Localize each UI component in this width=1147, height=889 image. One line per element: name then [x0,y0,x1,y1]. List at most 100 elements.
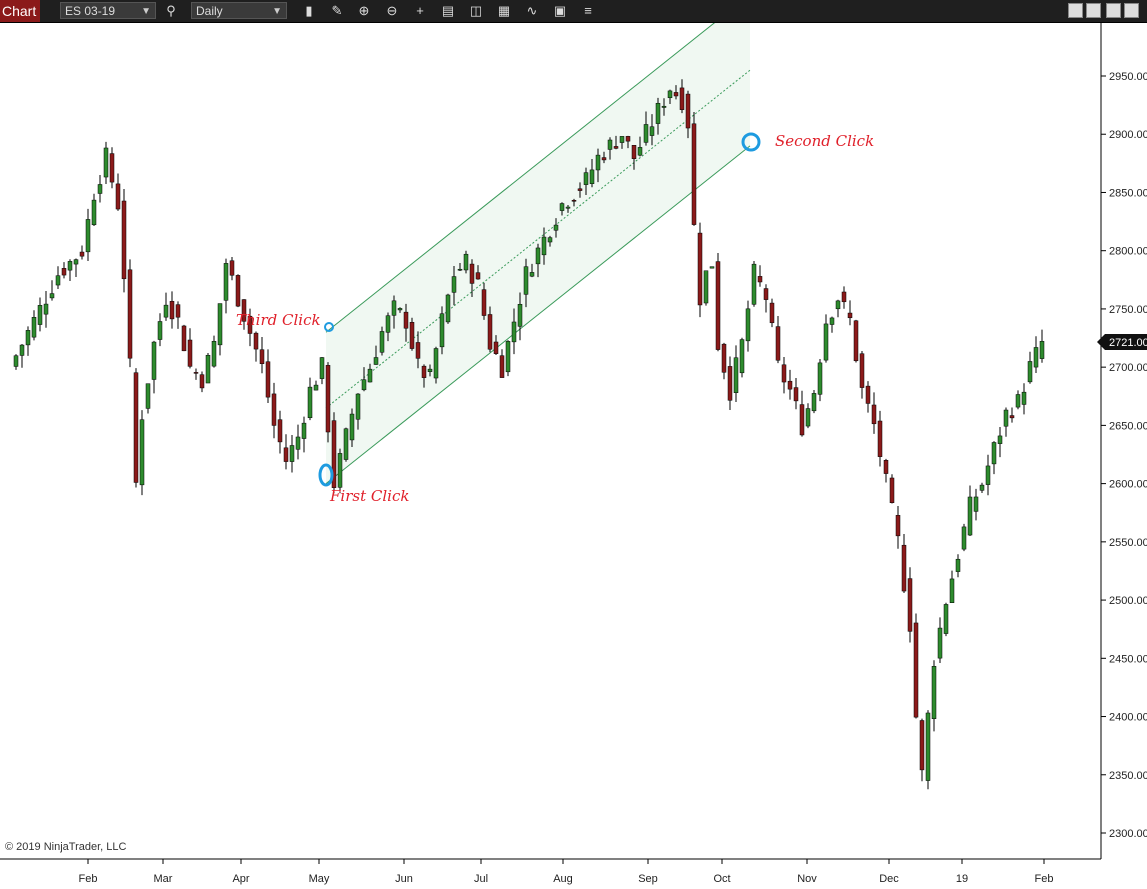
candle-body [217,303,223,346]
candle-body [313,384,319,391]
candle-body [961,526,967,550]
candle-body [25,330,31,346]
candle-body [73,259,79,265]
price-tick-label: 2550.00 [1109,537,1147,549]
candle-body [175,304,181,318]
candle-body [511,321,517,343]
candle-body [649,126,655,136]
candle-body [319,357,325,379]
candle-body [865,385,871,404]
candle-body [769,302,775,324]
chart-trader-icon[interactable]: ▣ [553,3,567,18]
interval-value: Daily [196,4,223,18]
strategies-icon[interactable]: ▦ [497,3,511,18]
draw-pencil-icon[interactable]: ✎ [331,3,343,18]
candle-body [979,484,985,491]
second-click-marker [741,132,761,152]
candle-body [247,315,253,334]
time-tick-label: Feb [1035,873,1054,885]
candle-body [469,263,475,284]
candle-body [451,276,457,293]
time-axis: Feb Mar Apr May Jun Jul Aug Sep Oct Nov Dec 19 Feb [79,859,1054,885]
candle-body [193,372,199,374]
window-button-2[interactable] [1086,3,1101,18]
candle-body [43,303,49,315]
candle-body [871,404,877,425]
candle-body [601,157,607,161]
candle-body [655,102,661,124]
search-icon[interactable]: ⚲ [166,3,176,18]
candle-body [205,354,211,384]
price-tick-label: 2700.00 [1109,362,1147,374]
candle-body [703,270,709,304]
candle-body [1021,391,1027,405]
candle-body [91,199,97,226]
candle-body [889,477,895,503]
maximize-button[interactable] [1124,3,1139,18]
properties-icon[interactable]: ▤ [441,3,455,18]
candle-body [535,247,541,265]
candle-body [235,275,241,307]
candle-body [463,253,469,271]
candle-body [781,364,787,383]
price-chart[interactable]: 2950.00 2900.00 2850.00 2800.00 2750.00 2700.… [0,23,1147,889]
candle-body [361,379,367,391]
time-tick-label: Apr [232,873,249,885]
candle-body [337,453,343,488]
minimize-button[interactable] [1106,3,1121,18]
price-axis: 2950.00 2900.00 2850.00 2800.00 2750.00 2700.… [1101,71,1147,840]
candle-body [493,341,499,354]
first-click-marker [318,463,334,487]
candle-body [991,442,997,465]
candle-body [295,436,301,450]
candle-body [229,260,235,276]
candle-body [619,136,625,143]
instrument-selector[interactable]: ES 03-19 ▼ [60,2,156,19]
window-button-1[interactable] [1068,3,1083,18]
time-tick-label: Dec [879,873,899,885]
time-tick-label: 19 [956,873,968,885]
candle-body [457,268,463,271]
candle-body [481,289,487,316]
zoom-in-icon[interactable]: ⊕ [358,3,370,18]
candle-body [829,317,835,325]
candle-body [505,341,511,373]
candle-body [331,420,337,488]
candle-body [697,232,703,306]
candle-body [853,320,859,362]
candle-body [523,266,529,295]
candle-body [949,578,955,603]
bar-type-icon[interactable]: ▮ [305,3,313,18]
crosshair-icon[interactable]: + [416,3,424,18]
interval-selector[interactable]: Daily ▼ [191,2,287,19]
data-box-icon[interactable]: ≡ [584,3,592,18]
candle-body [307,386,313,419]
candle-body [61,268,67,276]
price-tick-label: 2900.00 [1109,129,1147,141]
candle-body [955,558,961,572]
candle-body [271,393,277,426]
candle-body [1033,347,1039,368]
candle-body [667,90,673,99]
time-tick-label: Feb [79,873,98,885]
zoom-out-icon[interactable]: ⊖ [386,3,398,18]
candle-body [349,413,355,441]
indicators-icon[interactable]: ◫ [469,3,483,18]
candle-body [835,300,841,310]
candle-body [31,317,37,338]
candle-body [721,343,727,373]
candle-body [715,261,721,350]
candle-body [85,219,91,253]
candle-body [439,313,445,348]
chart-tab[interactable]: Chart [0,0,40,22]
candle-body [529,272,535,277]
candle-body [625,136,631,142]
candle-body [403,311,409,329]
candlestick-series [13,79,1045,790]
time-tick-label: Nov [797,873,817,885]
first-click-label: First Click [329,487,409,505]
drawing-tools-icon[interactable]: ∿ [526,3,538,18]
time-tick-label: Jun [395,873,413,885]
candle-body [565,206,571,209]
candle-body [433,348,439,379]
